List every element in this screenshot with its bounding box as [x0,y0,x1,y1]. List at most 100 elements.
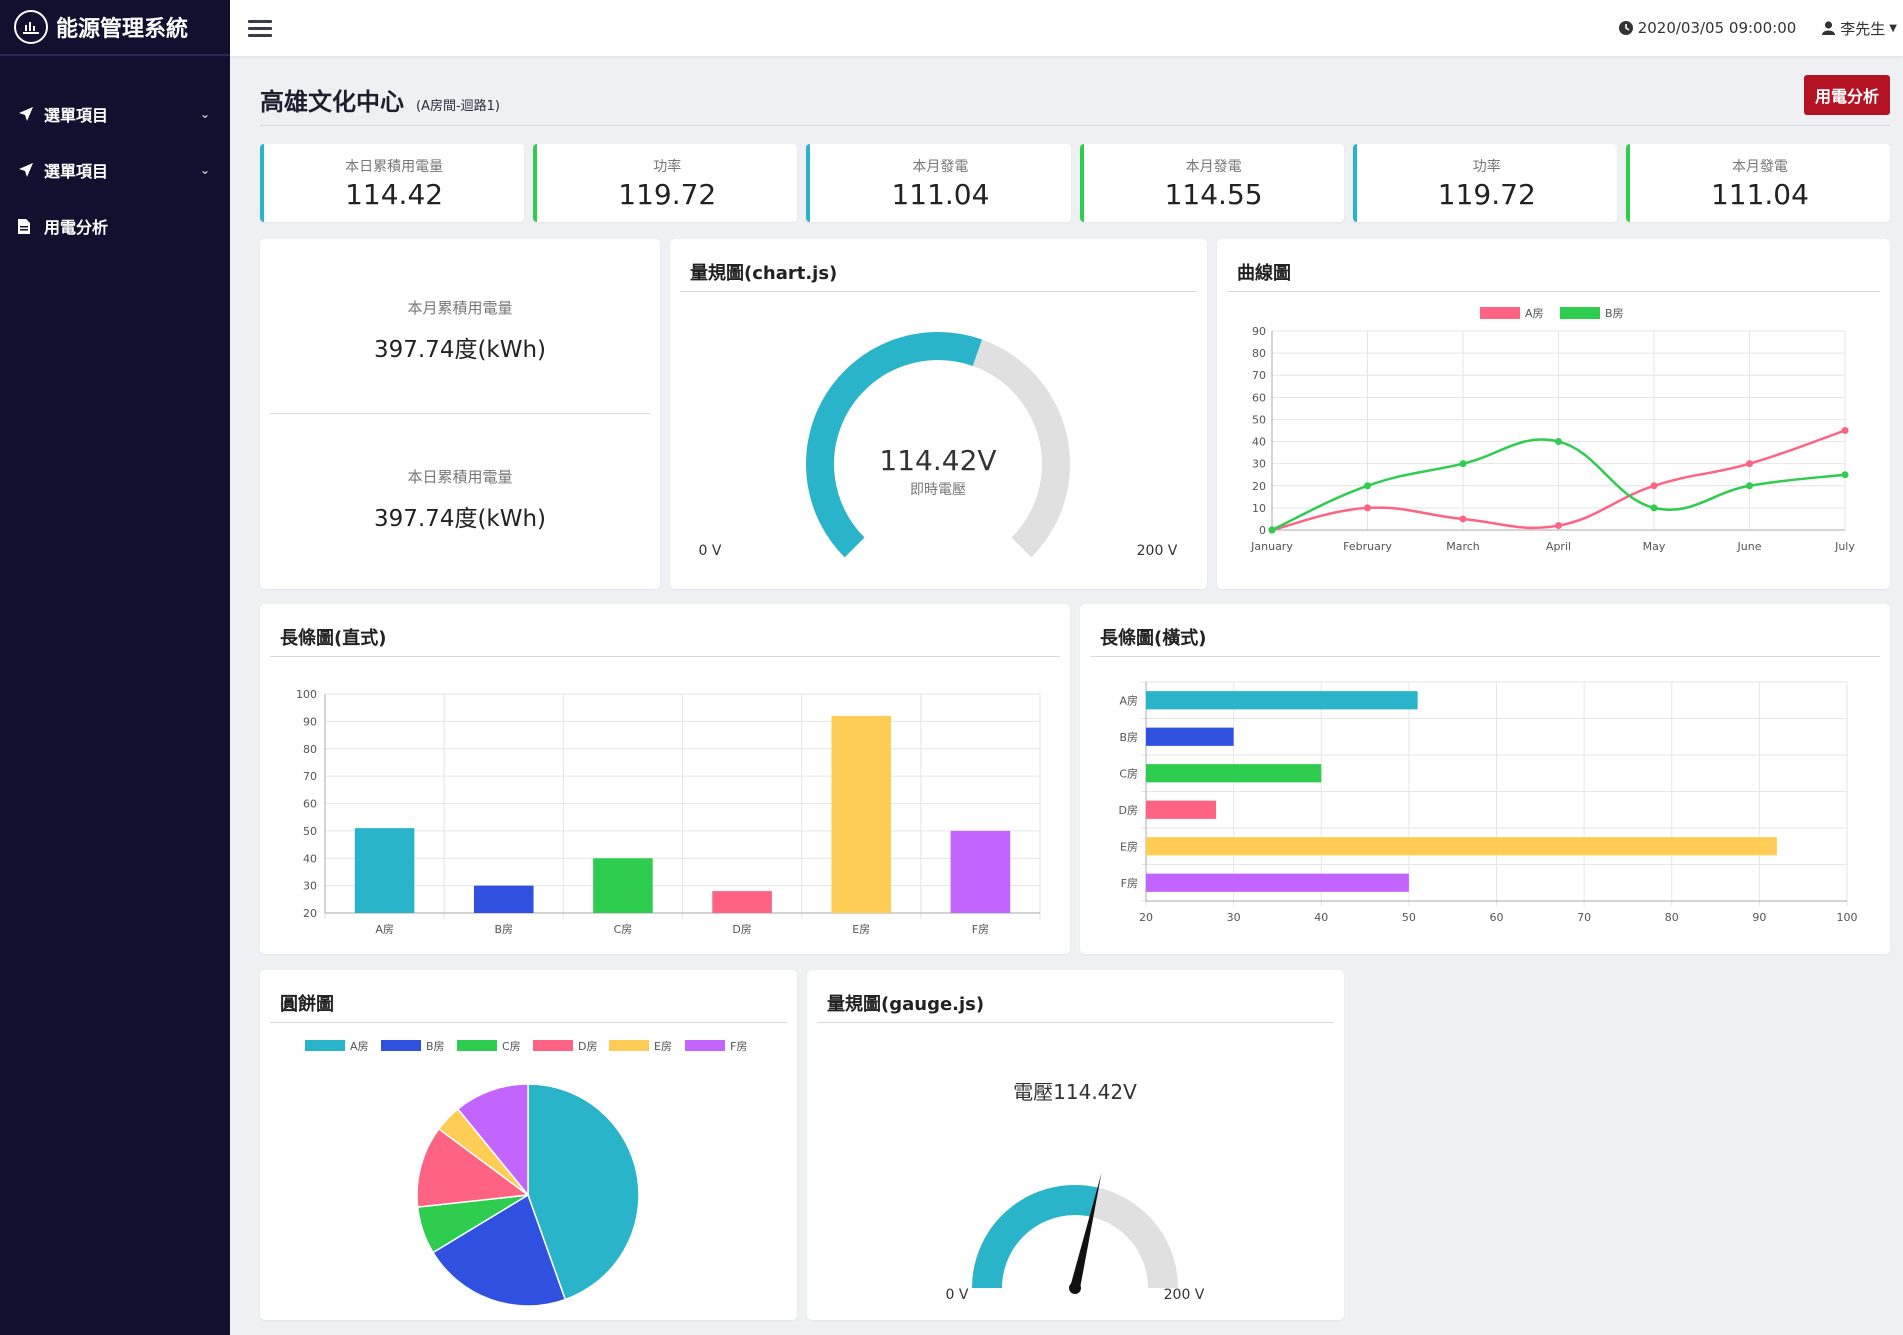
y-tick-label: 90 [303,715,317,728]
stat-row: 本日累積用電量 114.42 功率 119.72 本月發電 111.04 本月發電 11… [260,144,1891,222]
legend-swatch [381,1040,421,1051]
series-point [1459,460,1467,468]
x-tick-label: 40 [1314,911,1328,924]
x-tick-label: 80 [1665,911,1679,924]
y-tick-label: A房 [1119,694,1138,707]
paper-plane-icon [18,106,36,122]
legend-label: C房 [502,1040,521,1053]
legend-swatch [1560,307,1600,319]
stat-label: 功率 [653,159,682,175]
stat-card: 本月發電 114.55 [1079,144,1344,222]
series-point [1364,482,1371,490]
month-total: 本月累積用電量 397.74度(kWh) [260,239,660,413]
sidebar-item-power-analysis[interactable]: 用電分析 [0,198,230,254]
legend-label: D房 [578,1040,597,1053]
x-tick-label: 100 [1837,911,1858,924]
x-tick-label: 20 [1139,911,1153,924]
gauge-value-arc [972,1185,1099,1289]
series-point [1555,522,1562,530]
gauge-max-label: 200 V [1137,543,1178,559]
y-tick-label: 70 [303,770,317,783]
legend-label: F房 [730,1040,747,1053]
bar [1146,800,1217,819]
card-title: 長條圖(直式) [270,604,1060,657]
vbar-chart-card: 長條圖(直式) 20 30 40 50 60 70 80 90 100 A房 B房 C房 D房 E房 F房 [260,604,1070,954]
legend-swatch [305,1040,345,1051]
bar [831,715,892,913]
legend-label: B房 [426,1040,445,1053]
summary-value: 397.74度(kWh) [373,506,547,532]
y-tick-label: B房 [1119,731,1138,744]
app-title: 能源管理系統 [56,17,189,42]
gauge-value-arc [806,332,982,558]
y-tick-label: E房 [1120,840,1138,853]
y-tick-label: 40 [1252,436,1266,449]
bar [950,830,1011,913]
pie-slice [416,1127,530,1208]
stat-value: 119.72 [618,178,717,211]
bar [354,828,415,913]
y-tick-label: 80 [1252,347,1266,360]
power-analysis-button[interactable]: 用電分析 [1803,75,1890,115]
y-tick-label: 40 [303,852,317,865]
pie-slice [456,1083,529,1198]
x-tick-label: A房 [375,923,394,936]
stat-value: 119.72 [1437,178,1536,211]
sidebar-item-menu-1[interactable]: 選單項目 ⌄ [0,86,230,142]
y-tick-label: 20 [1252,480,1266,493]
paper-plane-icon [18,162,36,178]
series-point [1364,504,1371,512]
sidebar-item-menu-2[interactable]: 選單項目 ⌄ [0,142,230,198]
sidebar: 能源管理系統 選單項目 ⌄ 選單項目 ⌄ 用電分析 [0,0,230,1335]
stat-label: 本月發電 [1185,159,1242,175]
divider [270,413,650,414]
stat-value: 114.55 [1164,178,1263,211]
y-tick-label: 100 [296,688,317,701]
sidebar-item-label: 選單項目 [44,162,109,181]
legend-swatch [609,1040,649,1051]
day-total: 本日累積用電量 397.74度(kWh) [260,414,660,533]
user-menu[interactable]: 李先生 ▼ [1822,18,1897,39]
y-tick-label: D房 [1119,804,1138,817]
stat-card: 功率 119.72 [1352,144,1617,222]
bar [1146,691,1418,710]
legend-swatch [1480,307,1520,319]
legend-label: B房 [1605,307,1624,320]
pie-slice [432,1193,567,1307]
sidebar-item-label: 選單項目 [44,106,109,125]
x-tick-label: 90 [1752,911,1766,924]
stat-card: 本月發電 111.04 [1625,144,1891,222]
user-icon [1822,21,1836,35]
stat-label: 本日累積用電量 [345,159,444,175]
brand[interactable]: 能源管理系統 [0,0,230,56]
file-icon [18,218,36,234]
x-tick-label: 30 [1227,911,1241,924]
chevron-down-icon: ⌄ [199,163,210,177]
card-title: 曲線圖 [1227,239,1880,292]
pie-chart: A房 B房 C房 D房 E房 F房 [305,1040,747,1307]
chevron-down-icon: ⌄ [199,107,210,121]
y-tick-label: 50 [303,825,317,838]
stat-card: 本月發電 111.04 [806,144,1071,222]
x-tick-label: February [1343,540,1392,553]
stat-card: 功率 119.72 [533,144,798,222]
gauge-gaugejs-card: 量規圖(gauge.js) 電壓114.42V 0 V 200 V [807,970,1344,1320]
line-chart-card: 曲線圖 A房 B房 0 10 20 30 40 50 60 70 80 90 January Februa… [1217,239,1890,589]
user-name: 李先生 [1840,19,1886,38]
legend-swatch [685,1040,725,1051]
y-tick-label: 50 [1252,413,1266,426]
card-title: 長條圖(橫式) [1090,604,1880,657]
hamburger-menu-icon[interactable] [248,16,272,41]
horizontal-bar-chart: 20 30 40 50 60 70 80 90 100 A房 B房 C房 D房 E房 F房 [1119,681,1858,924]
legend-swatch [533,1040,573,1051]
x-tick-label: 70 [1577,911,1591,924]
y-tick-label: 60 [1252,391,1266,404]
y-tick-label: 20 [303,907,317,920]
datetime-text: 2020/03/05 09:00:00 [1637,19,1797,37]
page-header: 高雄文化中心 (A房間-迴路1) 用電分析 [260,56,1890,126]
gauge-needle [1070,1173,1102,1290]
x-tick-label: D房 [732,923,751,936]
series-point [1268,526,1276,534]
series-point [1746,460,1753,468]
x-tick-label: 50 [1402,911,1416,924]
